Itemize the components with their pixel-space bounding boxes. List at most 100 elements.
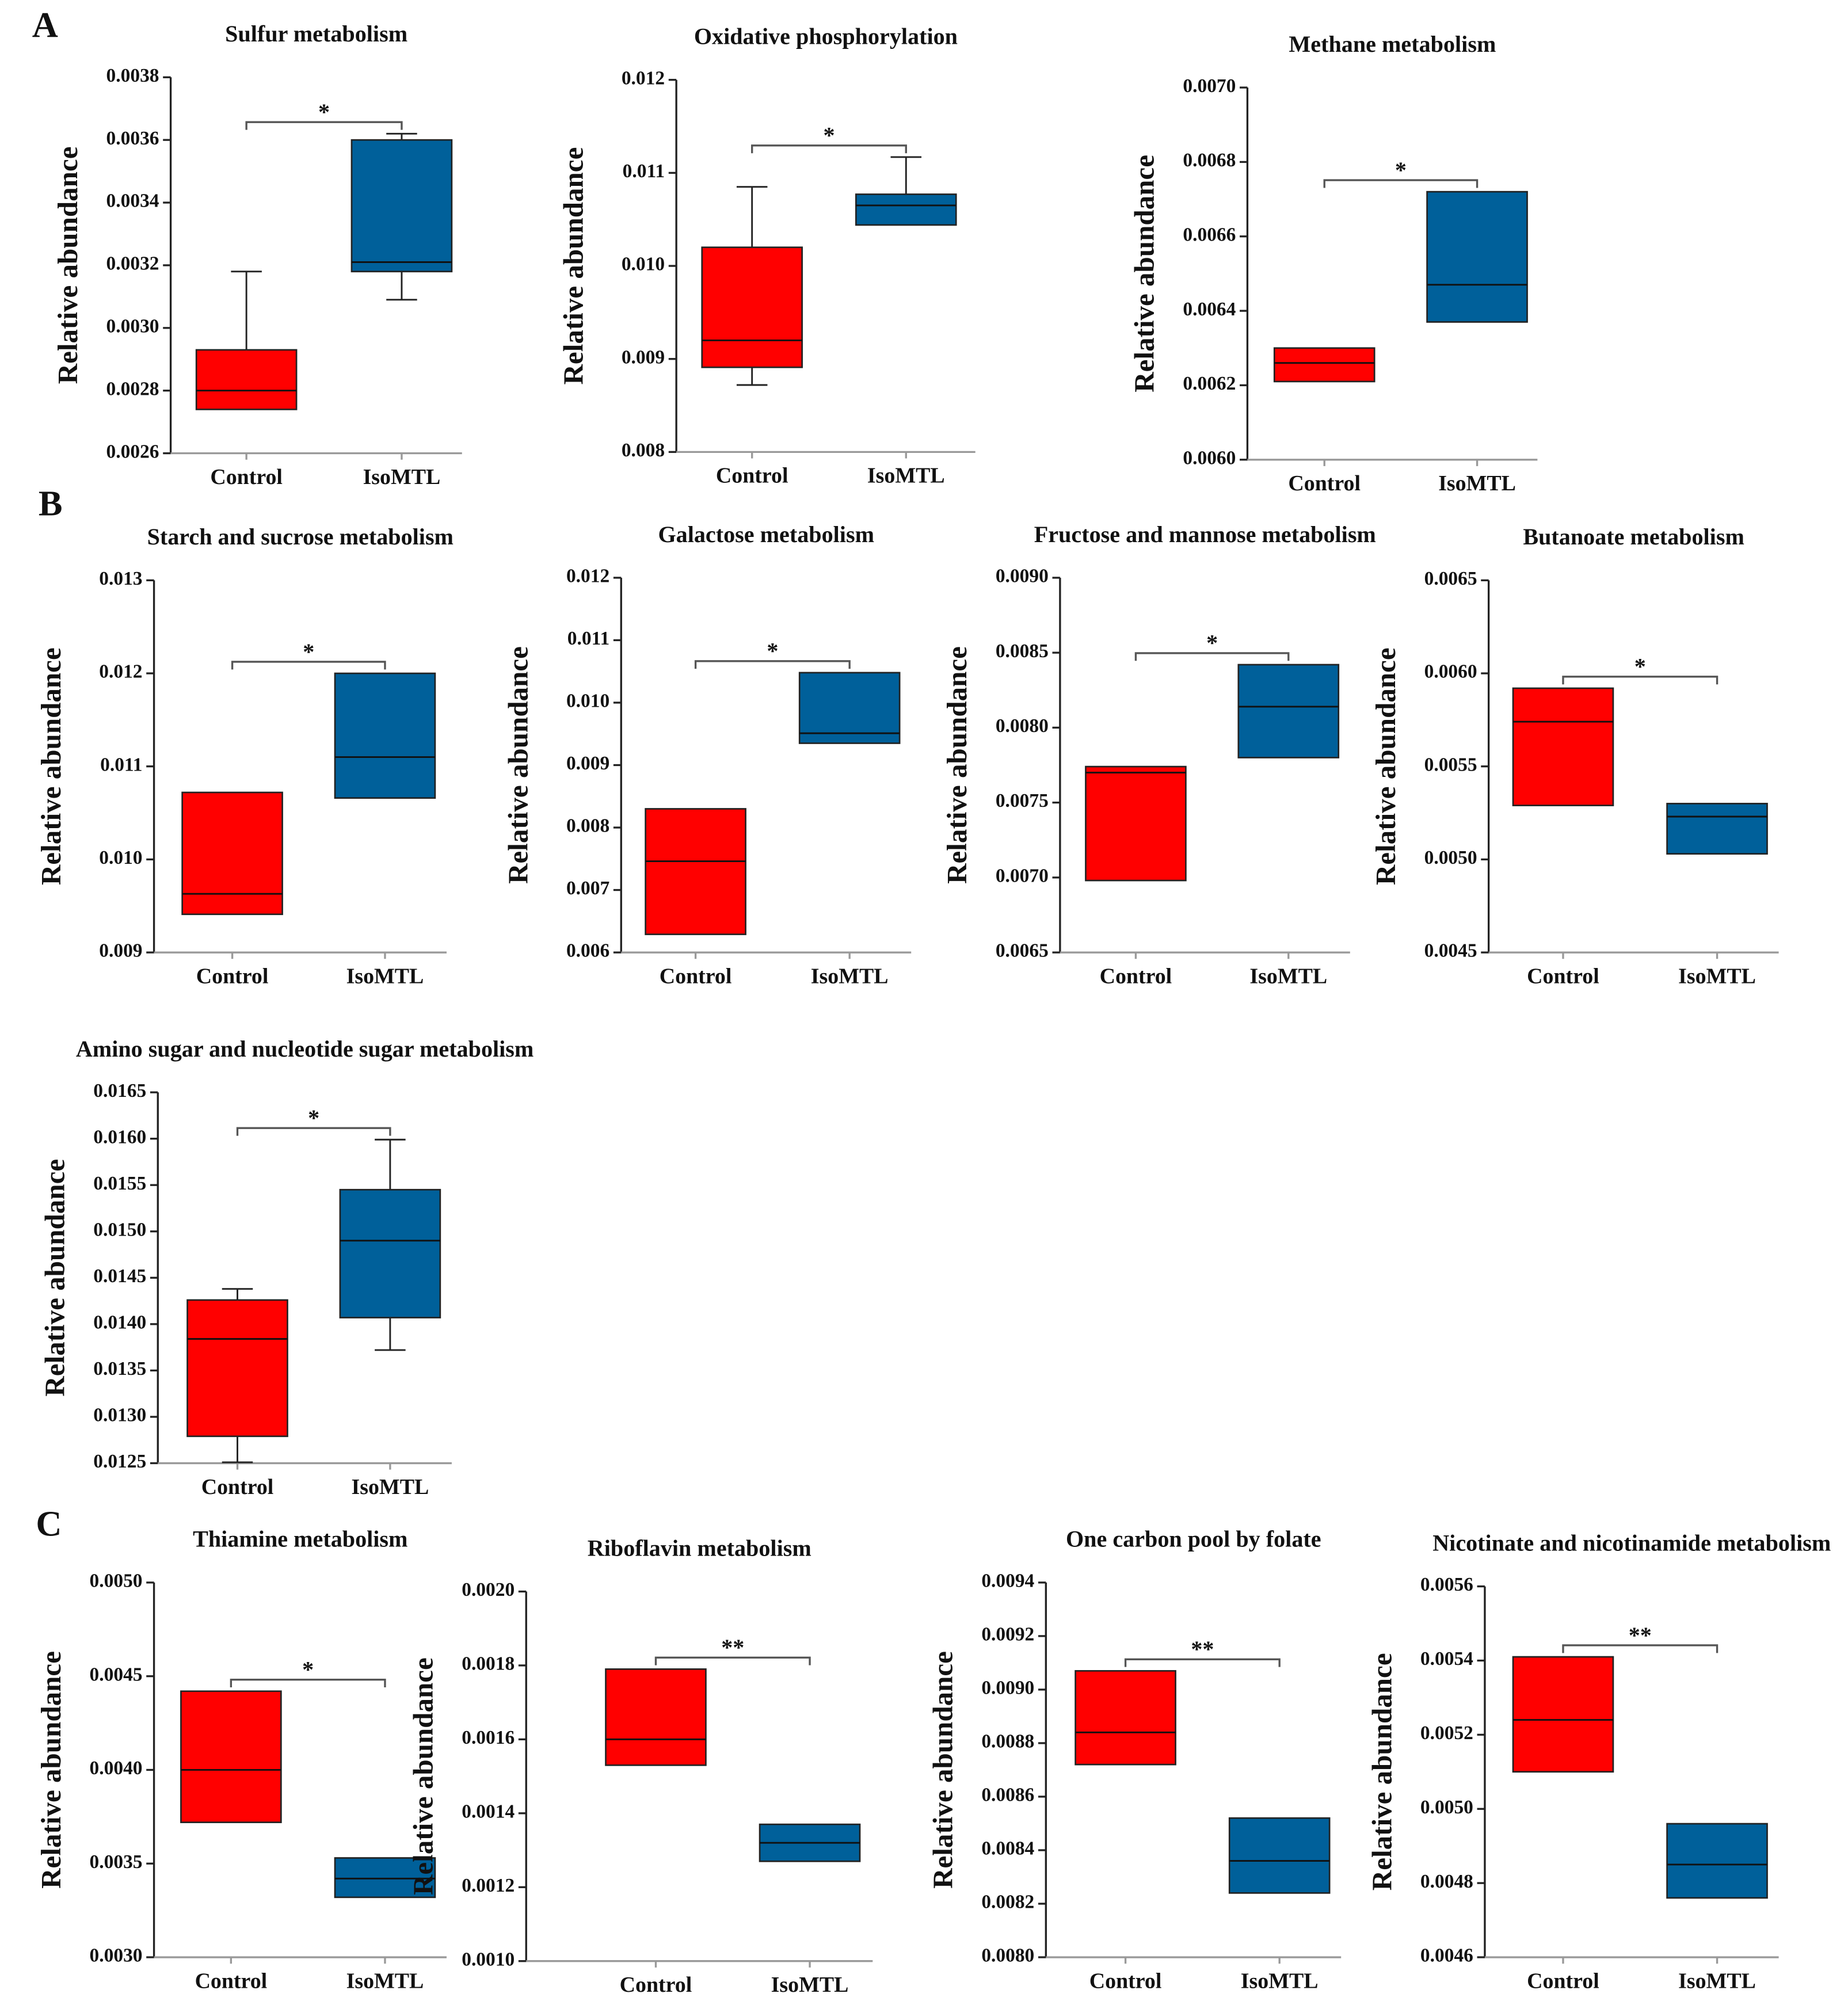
significance-bracket: [230, 1678, 386, 1688]
y-tick-label: 0.0028: [106, 378, 159, 399]
significance-label: *: [1634, 654, 1646, 680]
y-axis-label: Relative abundance: [502, 646, 534, 884]
y-tick-label: 0.0068: [1183, 150, 1236, 171]
y-tick-label: 0.0050: [90, 1571, 143, 1592]
y-tick-label: 0.0092: [981, 1624, 1034, 1645]
y-tick-label: 0.0052: [1420, 1722, 1473, 1744]
y-tick-label: 0.0054: [1420, 1648, 1473, 1669]
x-tick-label: IsoMTL: [1249, 964, 1327, 988]
y-tick-label: 0.0065: [1424, 568, 1477, 589]
y-tick-label: 0.0020: [462, 1579, 515, 1600]
y-tick-label: 0.0070: [1183, 75, 1236, 97]
x-tick-label: IsoMTL: [867, 464, 945, 488]
box: [1074, 1670, 1176, 1766]
y-tick-label: 0.010: [566, 691, 609, 712]
y-tick-label: 0.0030: [90, 1945, 143, 1966]
significance-label: *: [1395, 157, 1407, 183]
y-axis-label: Relative abundance: [35, 647, 67, 885]
y-tick-label: 0.008: [566, 815, 609, 837]
chart-title: Riboflavin metabolism: [588, 1535, 811, 1561]
y-tick-label: 0.0150: [93, 1219, 146, 1240]
y-tick-label: 0.0165: [93, 1080, 146, 1101]
chart-title: One carbon pool by folate: [1066, 1526, 1321, 1552]
y-tick-label: 0.0010: [462, 1949, 515, 1970]
y-tick-label: 0.0145: [93, 1265, 146, 1287]
panel-label: C: [36, 1503, 62, 1543]
y-tick-label: 0.0050: [1420, 1797, 1473, 1818]
significance-label: **: [721, 1634, 744, 1660]
significance-bracket: [1562, 1644, 1719, 1653]
significance-bracket: [694, 660, 851, 669]
x-tick-label: Control: [1089, 1969, 1162, 1993]
y-tick-label: 0.011: [567, 628, 609, 649]
box: [1085, 765, 1187, 882]
y-tick-label: 0.011: [100, 754, 142, 775]
y-tick-label: 0.0064: [1183, 299, 1236, 320]
box: [1512, 687, 1614, 806]
y-tick-label: 0.0060: [1183, 447, 1236, 468]
box: [1426, 190, 1528, 323]
y-tick-label: 0.0084: [981, 1838, 1034, 1859]
x-tick-label: Control: [716, 464, 788, 488]
y-tick-label: 0.012: [99, 661, 142, 683]
y-axis-label: Relative abundance: [1370, 647, 1401, 885]
y-tick-label: 0.0080: [981, 1945, 1034, 1966]
chart-title: Fructose and mannose metabolism: [1034, 521, 1376, 547]
box: [195, 349, 298, 410]
y-tick-label: 0.0090: [981, 1678, 1034, 1699]
box: [1237, 664, 1340, 758]
y-tick-label: 0.0065: [996, 940, 1049, 962]
y-tick-label: 0.0018: [462, 1653, 515, 1675]
y-tick-label: 0.0086: [981, 1785, 1034, 1806]
significance-bracket: [654, 1656, 811, 1665]
box: [1666, 803, 1768, 855]
significance-bracket: [751, 144, 907, 154]
y-axis-label: Relative abundance: [35, 1651, 67, 1889]
significance-bracket: [1124, 1658, 1281, 1667]
x-tick-label: Control: [201, 1475, 274, 1499]
x-tick-label: IsoMTL: [346, 964, 424, 988]
significance-label: *: [303, 639, 314, 665]
y-tick-label: 0.009: [622, 346, 665, 368]
y-tick-label: 0.011: [623, 161, 665, 182]
significance-bracket: [236, 1127, 391, 1136]
x-tick-label: Control: [1288, 471, 1361, 495]
y-tick-label: 0.0140: [93, 1312, 146, 1333]
chart-title: Nicotinate and nicotinamide metabolism: [1432, 1530, 1831, 1556]
y-tick-label: 0.009: [99, 940, 142, 962]
y-tick-label: 0.009: [566, 753, 609, 774]
chart-title: Sulfur metabolism: [225, 21, 407, 47]
significance-bracket: [1134, 652, 1290, 661]
chart-title: Amino sugar and nucleotide sugar metabol…: [76, 1036, 534, 1062]
x-tick-label: Control: [1527, 964, 1599, 988]
y-tick-label: 0.0130: [93, 1405, 146, 1426]
box: [605, 1668, 707, 1766]
y-axis-label: Relative abundance: [941, 646, 973, 884]
box: [350, 139, 453, 273]
y-axis-label: Relative abundance: [927, 1651, 959, 1889]
y-tick-label: 0.0038: [106, 65, 159, 86]
x-tick-label: Control: [660, 964, 732, 988]
y-tick-label: 0.0030: [106, 316, 159, 337]
y-tick-label: 0.0125: [93, 1451, 146, 1472]
y-tick-label: 0.0060: [1424, 661, 1477, 683]
y-tick-label: 0.0050: [1424, 847, 1477, 868]
x-tick-label: Control: [1527, 1969, 1599, 1993]
y-tick-label: 0.0070: [996, 865, 1049, 886]
x-tick-label: IsoMTL: [1678, 1969, 1756, 1993]
y-tick-label: 0.0014: [462, 1801, 515, 1822]
chart-title: Butanoate metabolism: [1523, 524, 1744, 550]
box: [798, 672, 901, 744]
chart-title: Methane metabolism: [1289, 31, 1496, 57]
y-axis-label: Relative abundance: [39, 1159, 71, 1397]
box: [1512, 1656, 1614, 1773]
box: [701, 246, 803, 368]
y-tick-label: 0.0036: [106, 128, 159, 149]
y-tick-label: 0.0045: [1424, 940, 1477, 962]
y-tick-label: 0.0040: [90, 1758, 143, 1779]
box: [645, 808, 746, 935]
y-tick-label: 0.0160: [93, 1126, 146, 1148]
y-tick-label: 0.012: [622, 67, 665, 89]
x-tick-label: IsoMTL: [352, 1475, 429, 1499]
